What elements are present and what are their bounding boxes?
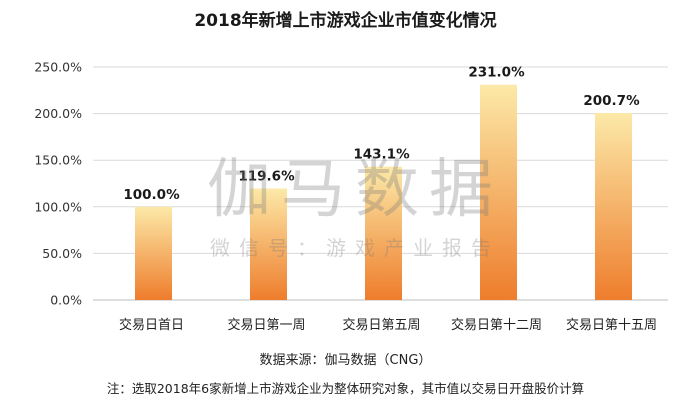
bar xyxy=(135,206,172,300)
bar xyxy=(595,112,632,300)
y-axis-ticks: 0.0% 50.0% 100.0% 150.0% 200.0% 250.0% xyxy=(34,60,82,308)
data-label: 231.0% xyxy=(468,65,525,81)
x-tick-label: 交易日第五周 xyxy=(342,317,420,333)
bar xyxy=(365,166,402,300)
data-label: 200.7% xyxy=(583,93,640,109)
x-axis-ticks: 交易日首日 交易日第一周 交易日第五周 交易日第十二周 交易日第十五周 xyxy=(119,317,657,333)
bar xyxy=(480,84,517,300)
data-label: 100.0% xyxy=(123,187,180,203)
source-note: 数据来源：伽马数据（CNG） xyxy=(259,353,432,368)
y-tick-label: 0.0% xyxy=(50,293,82,308)
value-labels: 100.0% 119.6% 143.1% 231.0% 200.7% xyxy=(123,65,640,203)
data-label: 119.6% xyxy=(238,169,295,185)
footnote: 注：选取2018年6家新增上市游戏企业为整体研究对象，其市值以交易日开盘股价计算 xyxy=(106,381,585,396)
y-tick-label: 50.0% xyxy=(42,246,82,261)
x-tick-label: 交易日首日 xyxy=(119,317,184,333)
y-tick-label: 100.0% xyxy=(34,199,82,214)
x-tick-label: 交易日第十二周 xyxy=(451,317,542,333)
bars xyxy=(135,84,632,300)
data-label: 143.1% xyxy=(353,147,410,163)
chart-title: 2018年新增上市游戏企业市值变化情况 xyxy=(194,11,497,31)
x-tick-label: 交易日第十五周 xyxy=(566,317,657,333)
y-tick-label: 250.0% xyxy=(34,60,82,75)
y-tick-label: 150.0% xyxy=(34,153,82,168)
x-tick-label: 交易日第一周 xyxy=(227,317,305,333)
bar xyxy=(250,188,287,300)
y-tick-label: 200.0% xyxy=(34,106,82,121)
